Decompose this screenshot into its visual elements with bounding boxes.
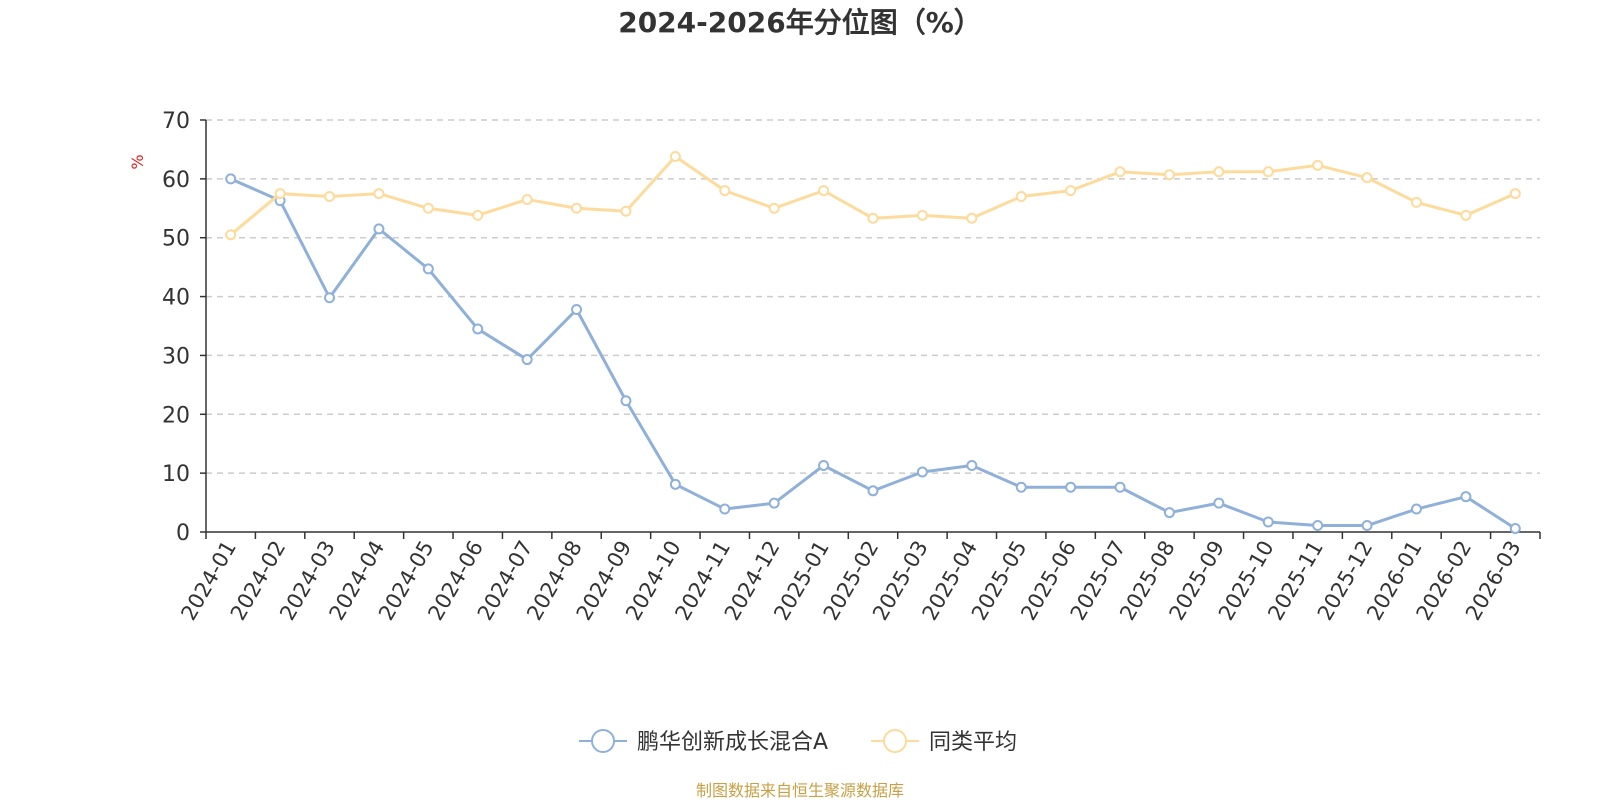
data-point[interactable] (373, 188, 385, 200)
series-line-0 (230, 177, 1517, 530)
data-point[interactable] (274, 188, 286, 200)
y-tick-label: 10 (162, 462, 190, 487)
data-point[interactable] (1015, 191, 1027, 203)
data-point[interactable] (1065, 481, 1077, 493)
grid-lines (206, 119, 1540, 474)
data-point[interactable] (867, 485, 879, 497)
data-point[interactable] (669, 150, 681, 162)
data-point[interactable] (1163, 169, 1175, 181)
data-point[interactable] (818, 185, 830, 197)
data-point[interactable] (324, 292, 336, 304)
y-tick-label: 40 (162, 286, 190, 311)
legend-label-fund: 鹏华创新成长混合A (637, 730, 828, 755)
data-point[interactable] (1213, 497, 1225, 509)
data-point[interactable] (1262, 516, 1274, 528)
data-point[interactable] (1163, 507, 1175, 519)
data-point[interactable] (1460, 209, 1472, 221)
y-tick-label: 0 (176, 521, 190, 546)
legend-item-fund[interactable]: 鹏华创新成长混合A (579, 729, 828, 755)
data-point[interactable] (916, 466, 928, 478)
data-point[interactable] (1065, 185, 1077, 197)
data-point[interactable] (1213, 166, 1225, 178)
data-point[interactable] (324, 191, 336, 203)
legend-item-category-average[interactable]: 同类平均 (871, 729, 1017, 755)
legend: 鹏华创新成长混合A 同类平均 (579, 729, 1017, 755)
data-point[interactable] (225, 229, 237, 241)
y-axis-unit: % (128, 154, 147, 169)
data-point[interactable] (521, 354, 533, 366)
data-point[interactable] (719, 503, 731, 515)
data-point[interactable] (1410, 503, 1422, 515)
data-point[interactable] (1509, 188, 1521, 200)
legend-swatch-marker (591, 729, 615, 753)
data-point[interactable] (1361, 520, 1373, 532)
data-point[interactable] (1262, 166, 1274, 178)
y-tick-label: 30 (162, 344, 190, 369)
data-source-note: 制图数据来自恒生聚源数据库 (696, 781, 904, 800)
data-point[interactable] (768, 497, 780, 509)
legend-swatch-marker (883, 729, 907, 753)
legend-label-category-average: 同类平均 (929, 730, 1017, 755)
data-point[interactable] (867, 212, 879, 224)
data-point[interactable] (472, 323, 484, 335)
data-point[interactable] (620, 395, 632, 407)
data-point[interactable] (1361, 172, 1373, 184)
data-point[interactable] (571, 304, 583, 316)
data-point[interactable] (1460, 491, 1472, 503)
data-point[interactable] (422, 202, 434, 214)
y-tick-label: 70 (162, 109, 190, 134)
data-point[interactable] (1312, 520, 1324, 532)
axes: 0102030405060702024-012024-022024-032024… (162, 109, 1541, 624)
data-point[interactable] (521, 193, 533, 205)
data-point[interactable] (422, 263, 434, 275)
data-point[interactable] (966, 212, 978, 224)
y-tick-label: 50 (162, 227, 190, 252)
data-point[interactable] (620, 205, 632, 217)
data-point[interactable] (1410, 196, 1422, 208)
data-point[interactable] (768, 202, 780, 214)
data-point[interactable] (669, 478, 681, 490)
data-point[interactable] (225, 173, 237, 185)
data-point[interactable] (373, 223, 385, 235)
data-point[interactable] (1312, 159, 1324, 171)
data-point[interactable] (1509, 522, 1521, 534)
data-point[interactable] (818, 459, 830, 471)
data-point[interactable] (571, 202, 583, 214)
chart-title: 2024-2026年分位图（%） (618, 6, 982, 39)
data-point[interactable] (719, 185, 731, 197)
data-point[interactable] (1114, 166, 1126, 178)
data-point[interactable] (1015, 481, 1027, 493)
y-tick-label: 60 (162, 168, 190, 193)
data-point[interactable] (966, 459, 978, 471)
data-point[interactable] (916, 209, 928, 221)
series-lines (225, 150, 1521, 534)
data-point[interactable] (472, 209, 484, 221)
data-point[interactable] (1114, 481, 1126, 493)
y-tick-label: 20 (162, 403, 190, 428)
